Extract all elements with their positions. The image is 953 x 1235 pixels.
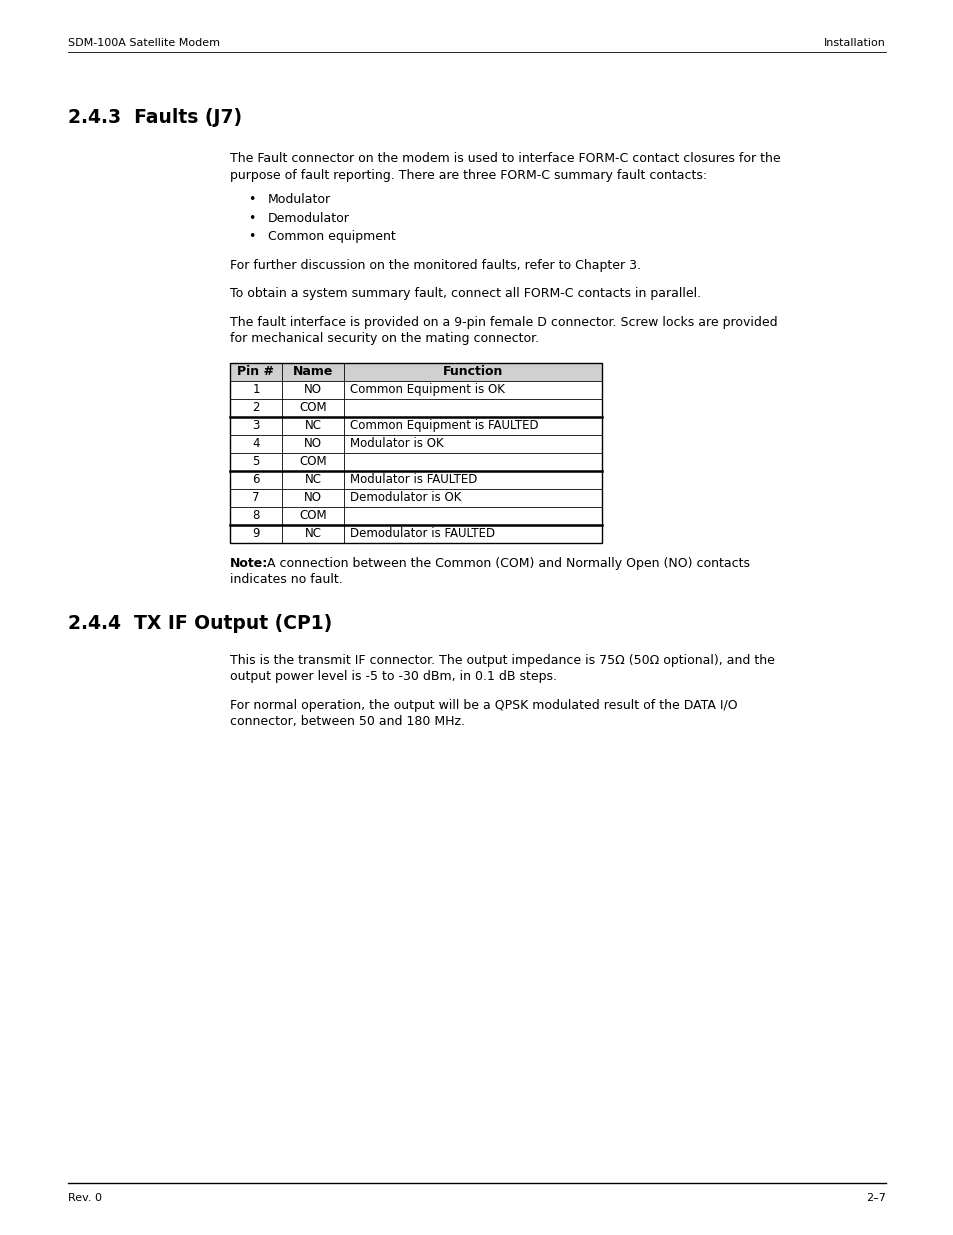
Text: 7: 7	[252, 492, 259, 504]
Text: for mechanical security on the mating connector.: for mechanical security on the mating co…	[230, 332, 538, 345]
Bar	[230, 399, 601, 416]
Text: NC: NC	[304, 473, 321, 487]
Text: Function: Function	[442, 366, 502, 378]
Bar	[230, 489, 601, 506]
Text: Pin #: Pin #	[237, 366, 274, 378]
Text: purpose of fault reporting. There are three FORM-C summary fault contacts:: purpose of fault reporting. There are th…	[230, 168, 706, 182]
Text: •: •	[248, 193, 255, 206]
Bar	[230, 363, 601, 380]
Text: For normal operation, the output will be a QPSK modulated result of the DATA I/O: For normal operation, the output will be…	[230, 699, 737, 711]
Text: 4: 4	[252, 437, 259, 450]
Text: 1: 1	[252, 383, 259, 396]
Text: COM: COM	[299, 401, 327, 414]
Text: COM: COM	[299, 509, 327, 522]
Text: SDM-100A Satellite Modem: SDM-100A Satellite Modem	[68, 38, 220, 48]
Text: Modulator is FAULTED: Modulator is FAULTED	[350, 473, 476, 487]
Text: 2.4.4  TX IF Output (CP1): 2.4.4 TX IF Output (CP1)	[68, 614, 332, 632]
Bar	[230, 380, 601, 399]
Text: Demodulator: Demodulator	[268, 211, 350, 225]
Text: 2.4.3  Faults (J7): 2.4.3 Faults (J7)	[68, 107, 242, 127]
Text: Modulator: Modulator	[268, 193, 331, 206]
Bar	[230, 435, 601, 452]
Text: COM: COM	[299, 454, 327, 468]
Text: connector, between 50 and 180 MHz.: connector, between 50 and 180 MHz.	[230, 715, 464, 727]
Bar	[230, 452, 601, 471]
Text: This is the transmit IF connector. The output impedance is 75Ω (50Ω optional), a: This is the transmit IF connector. The o…	[230, 653, 774, 667]
Text: For further discussion on the monitored faults, refer to Chapter 3.: For further discussion on the monitored …	[230, 258, 640, 272]
Text: •: •	[248, 230, 255, 243]
Text: The fault interface is provided on a 9-pin female D connector. Screw locks are p: The fault interface is provided on a 9-p…	[230, 315, 777, 329]
Text: NC: NC	[304, 419, 321, 432]
Text: Common Equipment is FAULTED: Common Equipment is FAULTED	[350, 419, 538, 432]
Text: Demodulator is FAULTED: Demodulator is FAULTED	[350, 527, 495, 540]
Text: NO: NO	[304, 383, 322, 396]
Text: 2–7: 2–7	[865, 1193, 885, 1203]
Text: NO: NO	[304, 492, 322, 504]
Bar	[230, 471, 601, 489]
Bar	[230, 506, 601, 525]
Text: A connection between the Common (COM) and Normally Open (NO) contacts: A connection between the Common (COM) an…	[263, 557, 749, 569]
Text: NO: NO	[304, 437, 322, 450]
Text: Modulator is OK: Modulator is OK	[350, 437, 443, 450]
Text: 2: 2	[252, 401, 259, 414]
Text: Note:: Note:	[230, 557, 268, 569]
Text: Name: Name	[293, 366, 333, 378]
Text: Rev. 0: Rev. 0	[68, 1193, 102, 1203]
Text: The Fault connector on the modem is used to interface FORM-C contact closures fo: The Fault connector on the modem is used…	[230, 152, 780, 165]
Bar	[230, 363, 601, 542]
Text: Installation: Installation	[823, 38, 885, 48]
Text: Common Equipment is OK: Common Equipment is OK	[350, 383, 504, 396]
Text: 9: 9	[252, 527, 259, 540]
Text: •: •	[248, 211, 255, 225]
Text: 8: 8	[252, 509, 259, 522]
Text: 5: 5	[252, 454, 259, 468]
Text: Demodulator is OK: Demodulator is OK	[350, 492, 461, 504]
Text: To obtain a system summary fault, connect all FORM-C contacts in parallel.: To obtain a system summary fault, connec…	[230, 287, 700, 300]
Text: indicates no fault.: indicates no fault.	[230, 573, 342, 585]
Text: 3: 3	[252, 419, 259, 432]
Text: output power level is -5 to -30 dBm, in 0.1 dB steps.: output power level is -5 to -30 dBm, in …	[230, 671, 557, 683]
Text: Common equipment: Common equipment	[268, 230, 395, 243]
Bar	[230, 416, 601, 435]
Text: 6: 6	[252, 473, 259, 487]
Bar	[230, 525, 601, 542]
Text: NC: NC	[304, 527, 321, 540]
